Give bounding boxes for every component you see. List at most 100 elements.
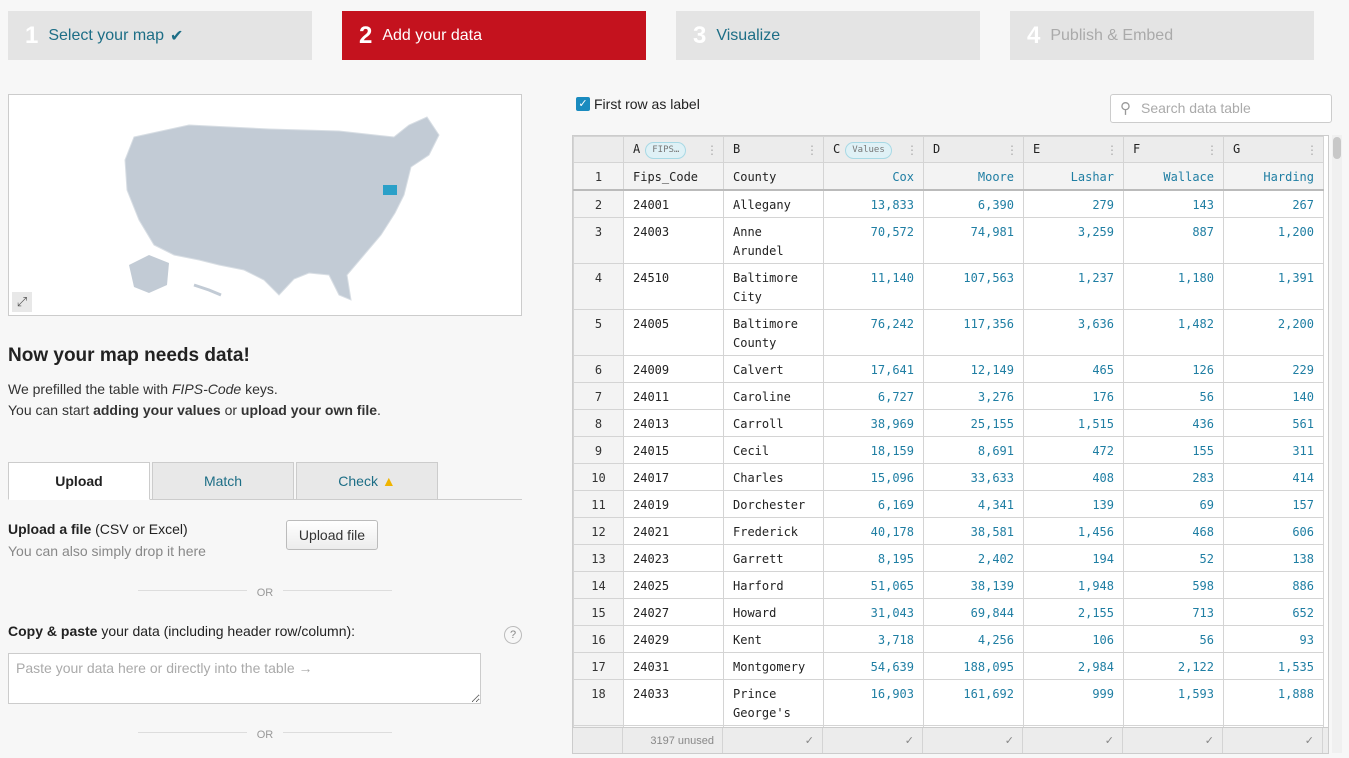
table-cell[interactable]: 106	[1023, 625, 1124, 653]
table-cell[interactable]: 887	[1123, 217, 1224, 264]
table-cell[interactable]: 4,341	[923, 490, 1024, 518]
table-cell[interactable]: 56	[1123, 382, 1224, 410]
table-cell[interactable]: 31,043	[823, 598, 924, 626]
table-cell[interactable]: 465	[1023, 355, 1124, 383]
table-cell[interactable]: 76,242	[823, 309, 924, 356]
row-number[interactable]: 17	[573, 652, 624, 680]
header-cell[interactable]: Wallace	[1123, 162, 1224, 191]
table-cell[interactable]: 1,888	[1223, 679, 1324, 726]
step-select-map[interactable]: 1 Select your map ✔	[8, 11, 312, 60]
table-cell[interactable]: 6,727	[823, 382, 924, 410]
table-cell[interactable]: Kent	[723, 625, 824, 653]
table-cell[interactable]: 69,844	[923, 598, 1024, 626]
table-cell[interactable]: 1,180	[1123, 263, 1224, 310]
row-number[interactable]: 4	[573, 263, 624, 310]
table-cell[interactable]: 999	[1023, 679, 1124, 726]
tab-match[interactable]: Match	[152, 462, 294, 500]
header-cell[interactable]: Cox	[823, 162, 924, 191]
table-cell[interactable]: 161,692	[923, 679, 1024, 726]
table-cell[interactable]: 139	[1023, 490, 1124, 518]
table-cell[interactable]: 472	[1023, 436, 1124, 464]
column-menu-icon[interactable]: ⋮	[906, 143, 918, 157]
table-cell[interactable]: Charles	[723, 463, 824, 491]
table-cell[interactable]: 24019	[623, 490, 724, 518]
table-scroll-area[interactable]: A FIPS… ⋮ B ⋮ C Values ⋮ D ⋮ E ⋮ F ⋮ G ⋮ 1 Fips_Code Coun…	[573, 136, 1328, 727]
table-cell[interactable]: 414	[1223, 463, 1324, 491]
table-cell[interactable]: 24023	[623, 544, 724, 572]
header-cell[interactable]: Lashar	[1023, 162, 1124, 191]
row-number[interactable]: 12	[573, 517, 624, 545]
table-cell[interactable]: 24009	[623, 355, 724, 383]
table-cell[interactable]: 1,593	[1123, 679, 1224, 726]
table-cell[interactable]: 2,984	[1023, 652, 1124, 680]
table-cell[interactable]: 1,535	[1223, 652, 1324, 680]
table-cell[interactable]: Anne Arundel	[723, 217, 824, 264]
expand-icon[interactable]: ⤢	[12, 292, 32, 312]
table-cell[interactable]: Garrett	[723, 544, 824, 572]
table-cell[interactable]: 11,140	[823, 263, 924, 310]
table-cell[interactable]: 2,402	[923, 544, 1024, 572]
row-number[interactable]: 18	[573, 679, 624, 726]
table-cell[interactable]: Montgomery	[723, 652, 824, 680]
table-cell[interactable]: 2,200	[1223, 309, 1324, 356]
corner-cell[interactable]	[573, 136, 624, 163]
table-cell[interactable]: 40,178	[823, 517, 924, 545]
table-cell[interactable]: 3,718	[823, 625, 924, 653]
table-cell[interactable]: 138	[1223, 544, 1324, 572]
table-cell[interactable]: 194	[1023, 544, 1124, 572]
table-cell[interactable]: 598	[1123, 571, 1224, 599]
row-number[interactable]: 13	[573, 544, 624, 572]
table-cell[interactable]: 2,155	[1023, 598, 1124, 626]
table-cell[interactable]: 74,981	[923, 217, 1024, 264]
upload-file-button[interactable]: Upload file	[286, 520, 378, 550]
table-cell[interactable]: 25,155	[923, 409, 1024, 437]
table-cell[interactable]: Baltimore City	[723, 263, 824, 310]
scrollbar-thumb[interactable]	[1333, 137, 1341, 159]
row-number[interactable]: 6	[573, 355, 624, 383]
column-menu-icon[interactable]: ⋮	[1106, 143, 1118, 157]
table-cell[interactable]: 713	[1123, 598, 1224, 626]
row-number[interactable]: 11	[573, 490, 624, 518]
table-cell[interactable]: 1,515	[1023, 409, 1124, 437]
table-cell[interactable]: 24033	[623, 679, 724, 726]
table-cell[interactable]: 24029	[623, 625, 724, 653]
table-cell[interactable]: 24003	[623, 217, 724, 264]
table-cell[interactable]: 18,159	[823, 436, 924, 464]
table-cell[interactable]: 12,149	[923, 355, 1024, 383]
row-number[interactable]: 14	[573, 571, 624, 599]
column-menu-icon[interactable]: ⋮	[1006, 143, 1018, 157]
table-cell[interactable]: 24015	[623, 436, 724, 464]
table-cell[interactable]: 311	[1223, 436, 1324, 464]
table-cell[interactable]: 15,096	[823, 463, 924, 491]
table-cell[interactable]: 51,065	[823, 571, 924, 599]
table-cell[interactable]: 24031	[623, 652, 724, 680]
table-cell[interactable]: 6,169	[823, 490, 924, 518]
table-cell[interactable]: 176	[1023, 382, 1124, 410]
table-cell[interactable]: 1,237	[1023, 263, 1124, 310]
table-cell[interactable]: 54,639	[823, 652, 924, 680]
table-cell[interactable]: 212	[1223, 725, 1324, 727]
table-cell[interactable]: 408	[1023, 463, 1124, 491]
row-number[interactable]: 8	[573, 409, 624, 437]
table-cell[interactable]: Dorchester	[723, 490, 824, 518]
row-number[interactable]: 16	[573, 625, 624, 653]
table-cell[interactable]: 56	[1123, 625, 1224, 653]
table-cell[interactable]: 8,195	[823, 544, 924, 572]
table-cell[interactable]: Cecil	[723, 436, 824, 464]
table-cell[interactable]: 436	[1123, 409, 1224, 437]
table-cell[interactable]: 24021	[623, 517, 724, 545]
table-cell[interactable]: 279	[1023, 189, 1124, 218]
row-number[interactable]: 9	[573, 436, 624, 464]
column-header-c[interactable]: C Values ⋮	[823, 136, 924, 163]
table-cell[interactable]: 24510	[623, 263, 724, 310]
tab-check[interactable]: Check ▲	[296, 462, 438, 500]
table-cell[interactable]: 16,903	[823, 679, 924, 726]
table-cell[interactable]: 38,581	[923, 517, 1024, 545]
table-cell[interactable]: 606	[1223, 517, 1324, 545]
column-menu-icon[interactable]: ⋮	[706, 143, 718, 157]
table-cell[interactable]: Prince George's	[723, 679, 824, 726]
tab-upload[interactable]: Upload	[8, 462, 150, 500]
column-header-d[interactable]: D ⋮	[923, 136, 1024, 163]
header-cell[interactable]: Fips_Code	[623, 162, 724, 191]
table-cell[interactable]: 561	[1223, 409, 1324, 437]
